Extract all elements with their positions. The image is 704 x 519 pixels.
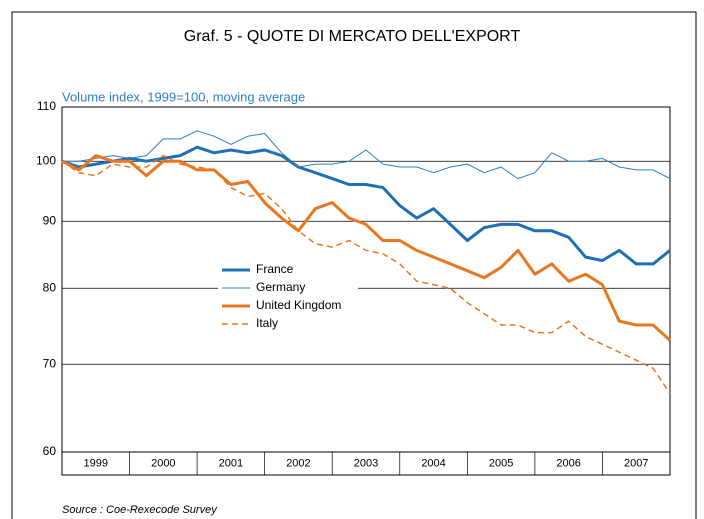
y-tick-label: 100: [36, 153, 56, 167]
legend-box: [218, 260, 358, 334]
x-tick-label: 2006: [556, 457, 580, 469]
subtitle: Volume index, 1999=100, moving average: [62, 89, 305, 104]
legend-label: France: [256, 262, 294, 276]
x-tick-label: 2004: [421, 457, 445, 469]
y-tick-label: 80: [43, 280, 57, 294]
y-tick-label: 110: [37, 99, 56, 113]
series-line: [62, 130, 671, 180]
x-tick-label: 1999: [84, 457, 108, 469]
series-line: [61, 154, 672, 342]
y-tick-label: 90: [43, 213, 57, 227]
series-line: [61, 154, 671, 394]
legend-label: Germany: [256, 280, 305, 294]
x-tick-label: 2005: [489, 457, 513, 469]
legend-label: Italy: [256, 316, 278, 330]
chart-title: Graf. 5 - QUOTE DI MERCATO DELL'EXPORT: [184, 28, 521, 45]
x-tick-label: 2003: [354, 457, 378, 469]
plot-area: [61, 106, 671, 476]
x-tick-label: 2002: [286, 457, 310, 469]
y-tick-label: 60: [43, 444, 57, 458]
series-line: [61, 145, 671, 266]
frame: [11, 11, 697, 519]
source: Source : Coe-Rexecode Survey: [62, 504, 218, 516]
x-tick-label: 2007: [624, 457, 648, 469]
y-tick-label: 70: [43, 356, 57, 370]
legend-label: United Kingdom: [256, 298, 341, 312]
x-tick-label: 2000: [151, 457, 175, 469]
x-tick-label: 2001: [219, 457, 243, 469]
